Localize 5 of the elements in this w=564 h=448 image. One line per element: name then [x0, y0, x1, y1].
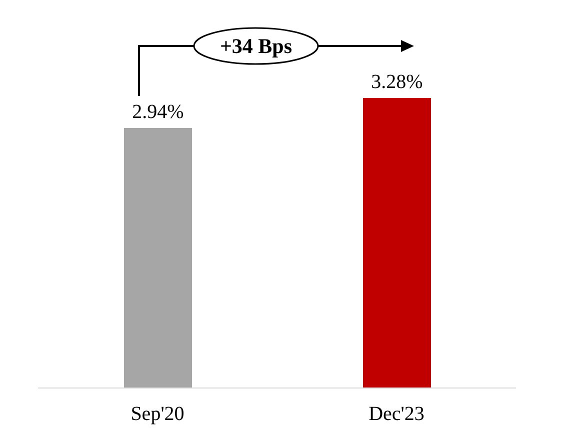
data-label: 2.94% [132, 101, 184, 124]
data-label: 3.28% [371, 71, 423, 93]
x-tick-label: Dec'23 [368, 403, 424, 426]
text: +34 Bps [220, 34, 292, 58]
x-tick-label: Sep'20 [130, 403, 184, 426]
